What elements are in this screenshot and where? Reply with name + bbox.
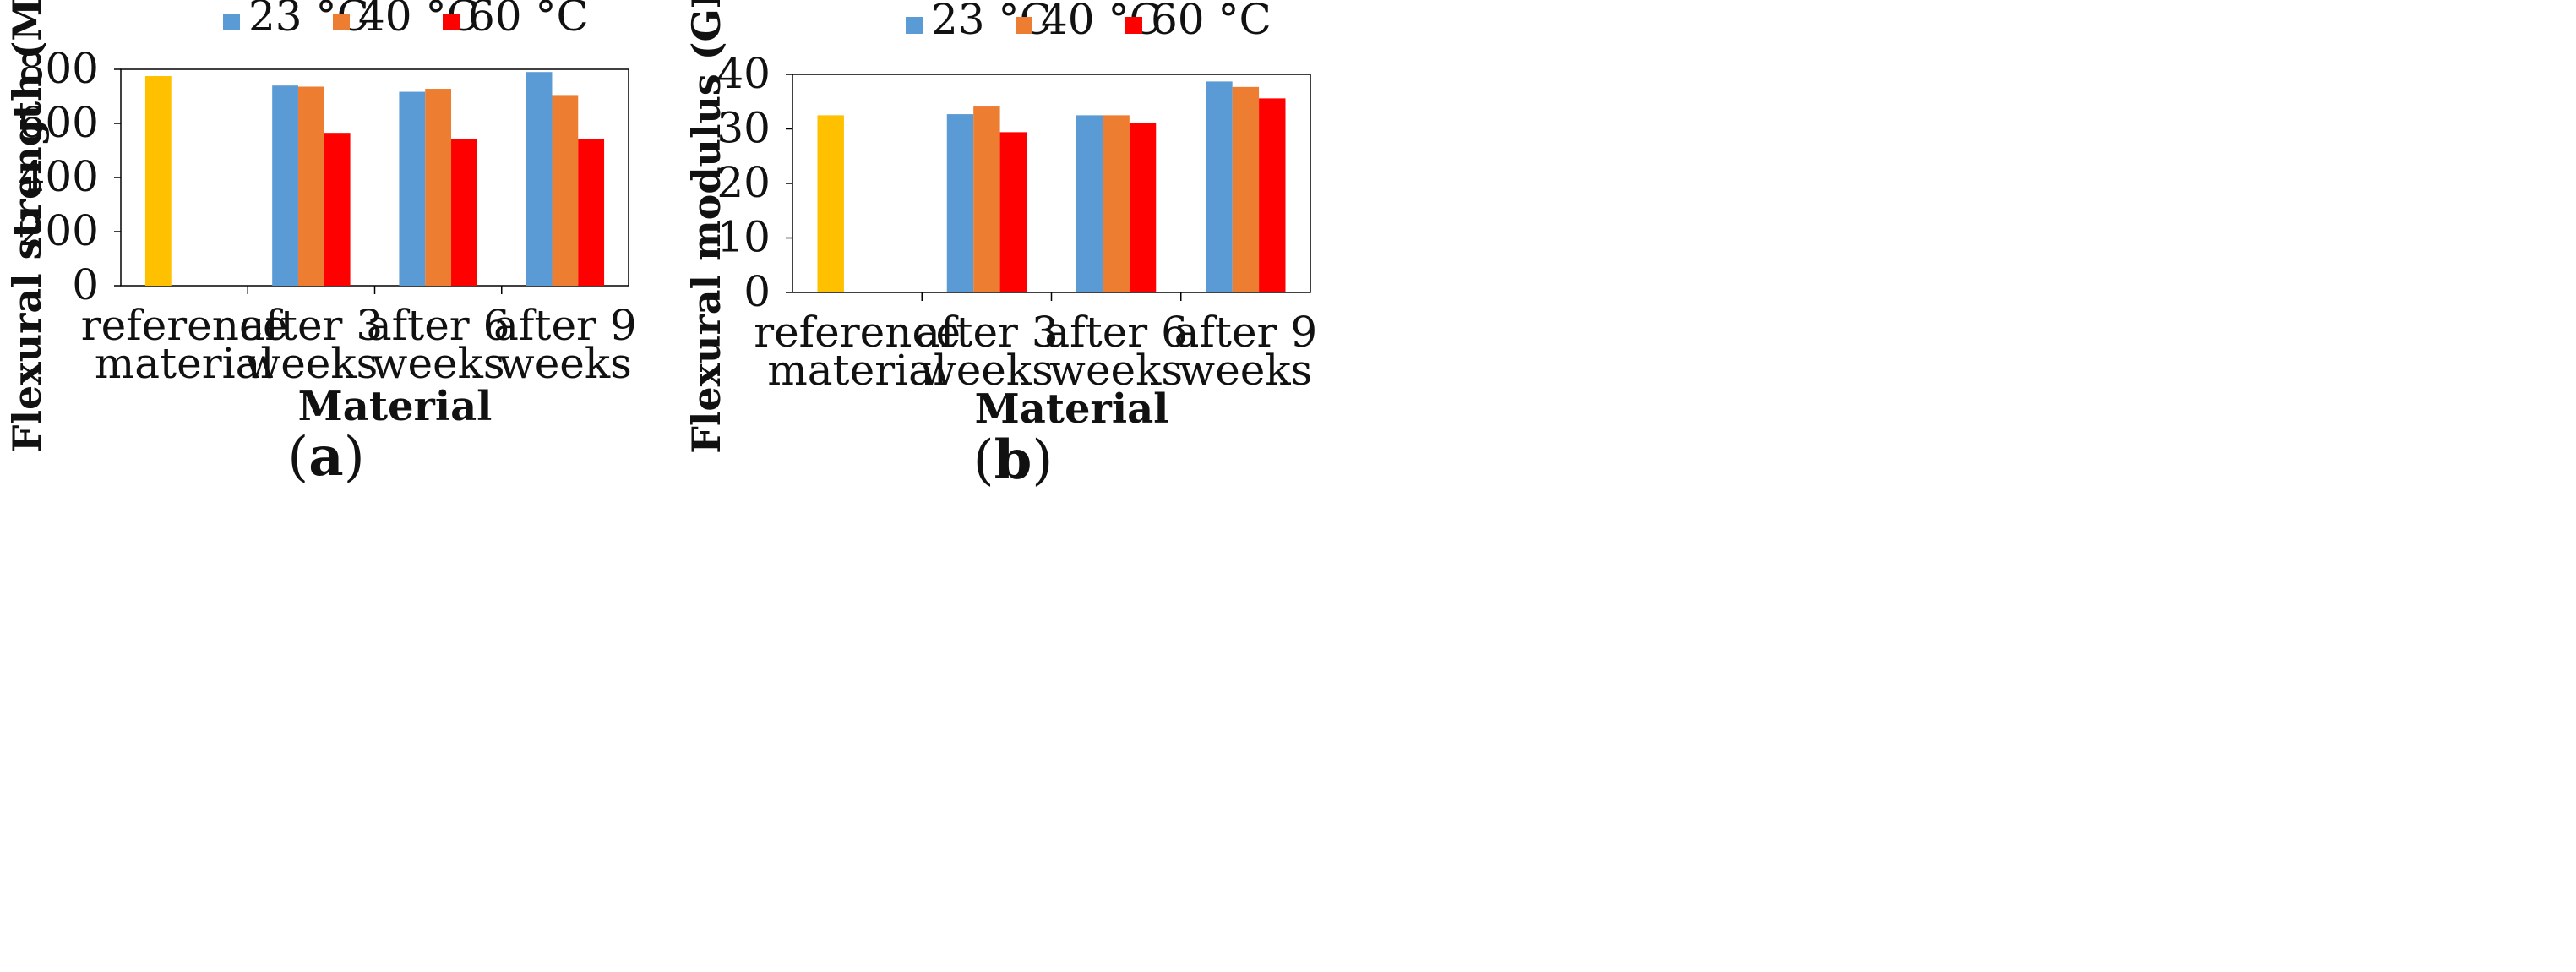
bar-after-3-series-3 xyxy=(324,133,351,286)
y-tick-label: 10 xyxy=(716,213,771,262)
y-axis-label: Flexural strength (MPa) xyxy=(4,0,50,452)
legend-swatch xyxy=(1016,17,1032,34)
legend-swatch xyxy=(443,14,460,30)
bar-after-9-series-1 xyxy=(1206,81,1233,292)
bar-after-3-series-1 xyxy=(272,85,298,286)
y-tick-label: 0 xyxy=(743,267,771,316)
y-axis-label: Flexural modulus (GPa) xyxy=(683,0,729,454)
bar-after-9-series-3 xyxy=(1259,98,1286,292)
category-label: material xyxy=(95,339,275,388)
category-label: weeks xyxy=(920,346,1054,395)
y-tick-label: 800 xyxy=(19,44,99,93)
category-label: after 6 xyxy=(367,301,510,350)
legend-swatch xyxy=(223,14,240,30)
category-label: after 9 xyxy=(493,301,637,350)
category-label: reference xyxy=(754,308,961,357)
y-tick-label: 30 xyxy=(716,104,771,153)
panel-label-letter: b xyxy=(994,429,1032,492)
bar-after-6-series-2 xyxy=(1103,115,1130,292)
bar-after-9-series-2 xyxy=(1232,86,1260,293)
category-label: reference xyxy=(81,301,288,350)
legend-label: 60 °C xyxy=(1151,0,1272,44)
legend-label: 23 °C xyxy=(248,0,369,41)
y-tick-label: 200 xyxy=(19,206,99,255)
y-tick-label: 40 xyxy=(716,49,771,98)
legend-label: 23 °C xyxy=(931,0,1052,44)
bar-after-6-series-1 xyxy=(1076,115,1103,292)
category-label: after 3 xyxy=(240,301,384,350)
bar-after-3-series-2 xyxy=(973,106,1000,293)
bar-after-6-series-3 xyxy=(1129,123,1157,292)
category-label: weeks xyxy=(1049,346,1183,395)
category-label: after 3 xyxy=(915,308,1059,357)
category-label: after 9 xyxy=(1174,308,1318,357)
bar-after-3-series-1 xyxy=(946,114,974,292)
bar-after-6-series-3 xyxy=(451,139,477,286)
y-tick-label: 0 xyxy=(72,260,99,309)
panel-label: (a) xyxy=(287,425,364,489)
legend-label: 60 °C xyxy=(468,0,589,41)
y-tick-label: 600 xyxy=(19,98,99,147)
legend-swatch xyxy=(906,17,923,34)
bar-after-9-series-3 xyxy=(578,139,605,286)
x-axis-label: Material xyxy=(975,385,1169,433)
bar-after-3-series-3 xyxy=(999,132,1027,292)
bar-after-6-series-2 xyxy=(425,89,452,286)
bar-after-3-series-2 xyxy=(297,86,324,286)
legend-label: 40 °C xyxy=(358,0,479,41)
bar-after-6-series-1 xyxy=(399,91,426,286)
x-axis-label: Material xyxy=(298,383,493,430)
legend-swatch xyxy=(333,14,350,30)
panel-label-letter: a xyxy=(308,425,343,489)
category-label: after 6 xyxy=(1044,308,1188,357)
category-label: material xyxy=(767,346,947,395)
category-label: weeks xyxy=(498,339,632,388)
category-label: weeks xyxy=(1179,346,1312,395)
category-label: weeks xyxy=(244,339,378,388)
legend-swatch xyxy=(1125,17,1142,34)
bar-after-9-series-2 xyxy=(552,95,579,287)
bar-after-9-series-1 xyxy=(526,72,553,286)
bar-reference-material xyxy=(144,76,172,286)
legend-label: 40 °C xyxy=(1041,0,1162,44)
panel-label: (b) xyxy=(973,429,1054,492)
y-tick-label: 400 xyxy=(19,152,99,201)
y-tick-label: 20 xyxy=(716,158,771,207)
bar-reference-material xyxy=(817,115,844,292)
category-label: weeks xyxy=(372,339,505,388)
